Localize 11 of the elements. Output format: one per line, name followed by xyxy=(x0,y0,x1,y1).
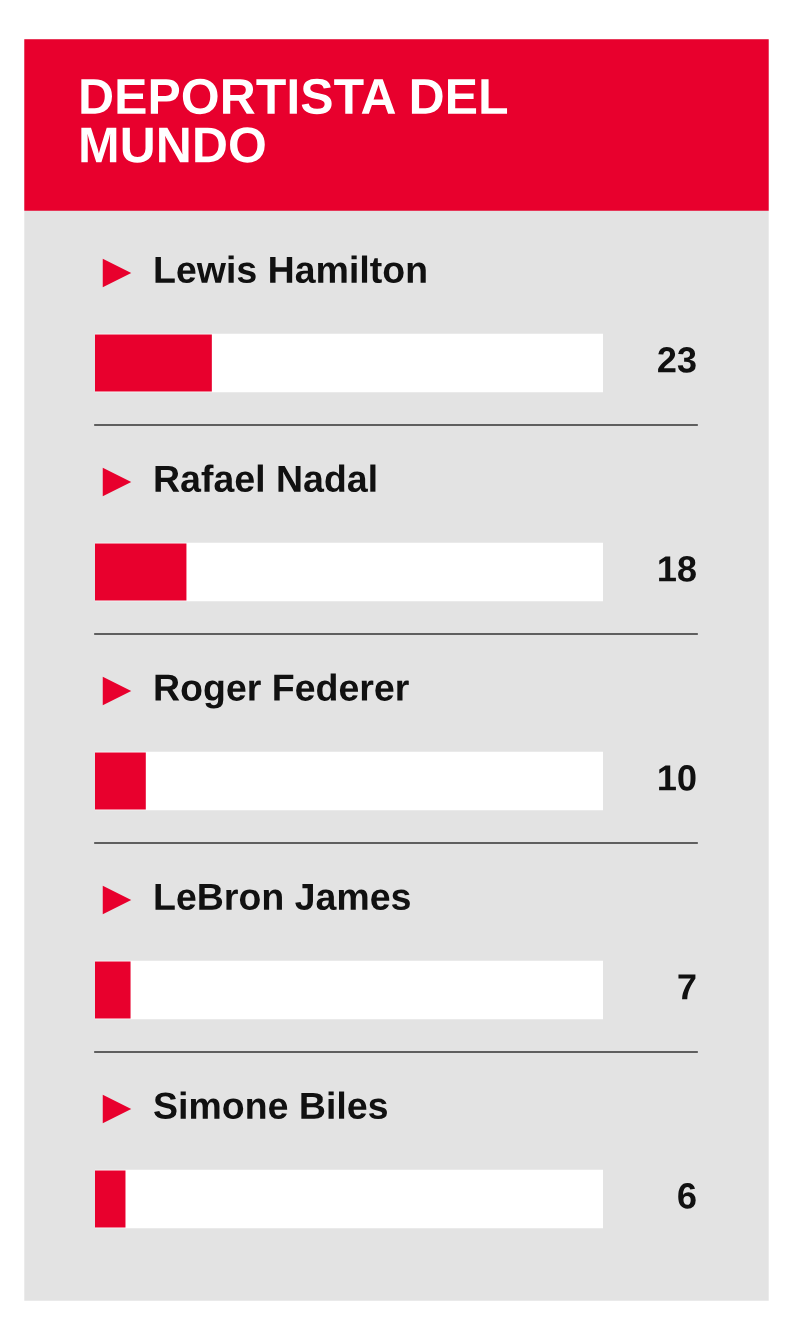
y-tick-label: Lewis Hamilton xyxy=(155,255,426,284)
y-tick-label: Simone Biles xyxy=(154,1091,387,1120)
data-label: 10 xyxy=(659,765,696,791)
y-tick-label: Rafael Nadal xyxy=(155,464,376,493)
y-tick-label: Roger Federer xyxy=(155,673,409,709)
chart-title: DEPORTISTA DEL MUNDO xyxy=(81,78,508,163)
data-label: 7 xyxy=(678,974,696,1000)
y-tick-label: LeBron James xyxy=(155,883,410,911)
data-label: 18 xyxy=(659,556,696,582)
data-label: 6 xyxy=(678,1183,696,1209)
data-label: 23 xyxy=(658,347,696,373)
